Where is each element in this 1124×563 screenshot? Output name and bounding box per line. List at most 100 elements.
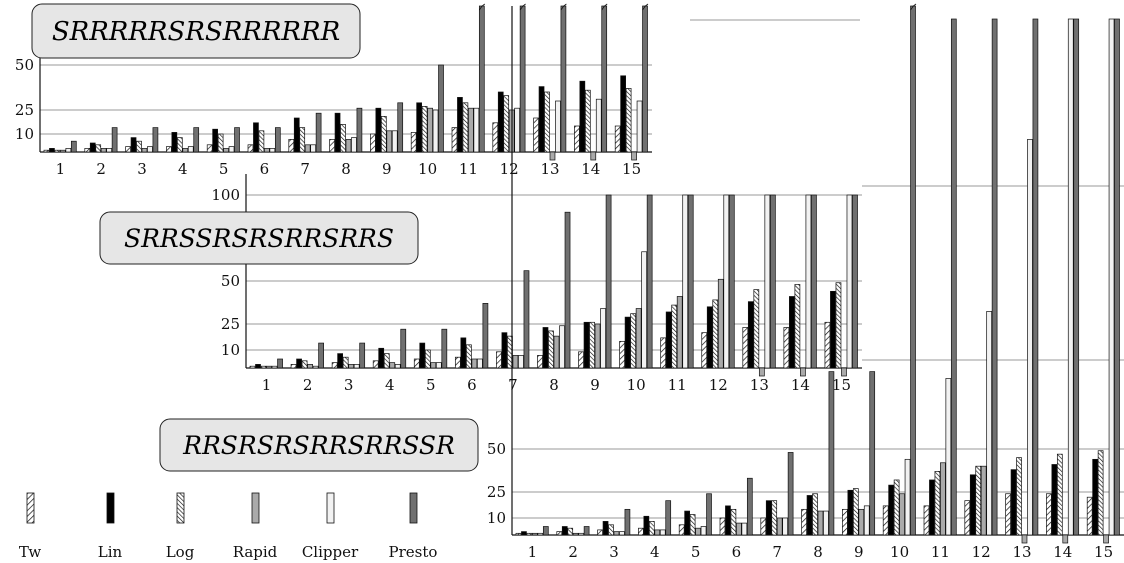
x-tick-label: 4 bbox=[650, 543, 660, 561]
bar-rapid bbox=[549, 151, 556, 161]
bar-rapid bbox=[389, 362, 396, 369]
bar-lin bbox=[1010, 469, 1017, 536]
bar-presto bbox=[400, 328, 407, 369]
x-tick-label: 9 bbox=[590, 376, 600, 394]
bar-presto bbox=[542, 526, 549, 536]
bar-lin bbox=[665, 311, 672, 369]
bar-tw bbox=[614, 125, 621, 153]
legend-swatch-presto bbox=[409, 492, 418, 524]
x-tick-label: 15 bbox=[832, 376, 851, 394]
bar-clipper bbox=[351, 137, 357, 153]
bar-presto bbox=[642, 5, 648, 153]
bar-rapid bbox=[348, 364, 355, 369]
bar-rapid bbox=[345, 139, 352, 153]
x-tick-label: 5 bbox=[219, 160, 229, 178]
bar-log bbox=[794, 284, 801, 369]
bar-log bbox=[383, 353, 390, 369]
bar-lin bbox=[706, 306, 713, 369]
x-tick-label: 13 bbox=[1012, 543, 1031, 561]
bar-log bbox=[258, 130, 265, 153]
x-tick-label: 14 bbox=[1053, 543, 1072, 561]
bar-presto bbox=[646, 194, 653, 369]
bar-tw bbox=[801, 508, 807, 536]
y-tick-label: 50 bbox=[221, 272, 240, 290]
bar-presto bbox=[770, 194, 776, 369]
bar-tw bbox=[329, 139, 335, 153]
bar-clipper bbox=[805, 194, 812, 369]
bar-log bbox=[176, 137, 183, 153]
bar-log bbox=[544, 91, 550, 153]
x-tick-label: 10 bbox=[418, 160, 437, 178]
x-tick-label: 10 bbox=[627, 376, 646, 394]
bar-lin bbox=[765, 500, 772, 536]
bar-tw bbox=[783, 327, 790, 369]
bar-lin bbox=[501, 332, 508, 369]
bar-clipper bbox=[477, 358, 483, 369]
x-tick-label: 2 bbox=[303, 376, 313, 394]
bar-lin bbox=[542, 327, 549, 369]
bar-clipper bbox=[312, 365, 319, 369]
bar-tw bbox=[43, 149, 50, 153]
bar-tw bbox=[247, 144, 254, 153]
bar-log bbox=[424, 349, 431, 369]
bar-presto bbox=[950, 18, 957, 536]
bar-log bbox=[852, 488, 859, 536]
bar-presto bbox=[564, 211, 571, 369]
bar-log bbox=[466, 344, 472, 369]
bar-lin bbox=[89, 142, 96, 153]
bar-rapid bbox=[60, 149, 66, 153]
bar-presto bbox=[1114, 18, 1120, 536]
bar-presto bbox=[852, 194, 858, 369]
bar-rapid bbox=[1062, 534, 1069, 544]
x-tick-label: 1 bbox=[56, 160, 66, 178]
bar-rapid bbox=[430, 362, 437, 369]
bar-lin bbox=[296, 358, 302, 369]
bar-presto bbox=[318, 342, 324, 369]
bar-tw bbox=[660, 337, 667, 369]
bar-log bbox=[589, 321, 595, 369]
bar-clipper bbox=[269, 148, 276, 153]
bar-tw bbox=[964, 500, 971, 536]
x-tick-label: 4 bbox=[385, 376, 395, 394]
x-tick-label: 12 bbox=[500, 160, 519, 178]
bar-lin bbox=[602, 521, 609, 536]
bar-lin bbox=[419, 342, 426, 369]
bar-tw bbox=[842, 508, 848, 536]
x-tick-label: 15 bbox=[622, 160, 641, 178]
bar-lin bbox=[579, 80, 586, 153]
bar-rapid bbox=[899, 493, 905, 536]
clip-marker bbox=[910, 3, 917, 11]
bar-log bbox=[893, 479, 900, 536]
x-tick-label: 13 bbox=[750, 376, 769, 394]
bar-clipper bbox=[578, 532, 584, 536]
x-tick-label: 2 bbox=[568, 543, 578, 561]
clip-marker bbox=[519, 3, 526, 11]
bar-lin bbox=[253, 122, 259, 153]
chart-title-box-2: SRRSSRSRSRRSRRS bbox=[99, 211, 419, 265]
x-tick-label: 9 bbox=[854, 543, 864, 561]
bar-lin bbox=[378, 347, 385, 369]
legend-label-rapid: Rapid bbox=[233, 543, 278, 561]
x-tick-label: 4 bbox=[178, 160, 188, 178]
bar-clipper bbox=[619, 531, 625, 536]
bar-rapid bbox=[817, 510, 824, 536]
y-tick-label: 25 bbox=[487, 483, 506, 501]
bar-tw bbox=[597, 529, 603, 536]
bar-presto bbox=[991, 18, 998, 536]
bar-clipper bbox=[595, 98, 602, 153]
bar-rapid bbox=[717, 278, 724, 369]
bar-tw bbox=[1086, 496, 1093, 536]
bar-tw bbox=[719, 517, 726, 536]
bar-clipper bbox=[353, 364, 360, 369]
bar-clipper bbox=[846, 194, 853, 369]
bar-rapid bbox=[304, 144, 311, 153]
bar-rapid bbox=[613, 531, 620, 536]
bar-log bbox=[421, 106, 428, 153]
chart-title-3: RRSRSRSRRSRRSSR bbox=[182, 431, 455, 460]
clip-marker bbox=[601, 3, 608, 11]
bar-presto bbox=[746, 477, 753, 536]
bar-log bbox=[712, 299, 719, 369]
x-tick-label: 1 bbox=[528, 543, 538, 561]
x-tick-label: 12 bbox=[709, 376, 728, 394]
bar-clipper bbox=[65, 148, 72, 153]
